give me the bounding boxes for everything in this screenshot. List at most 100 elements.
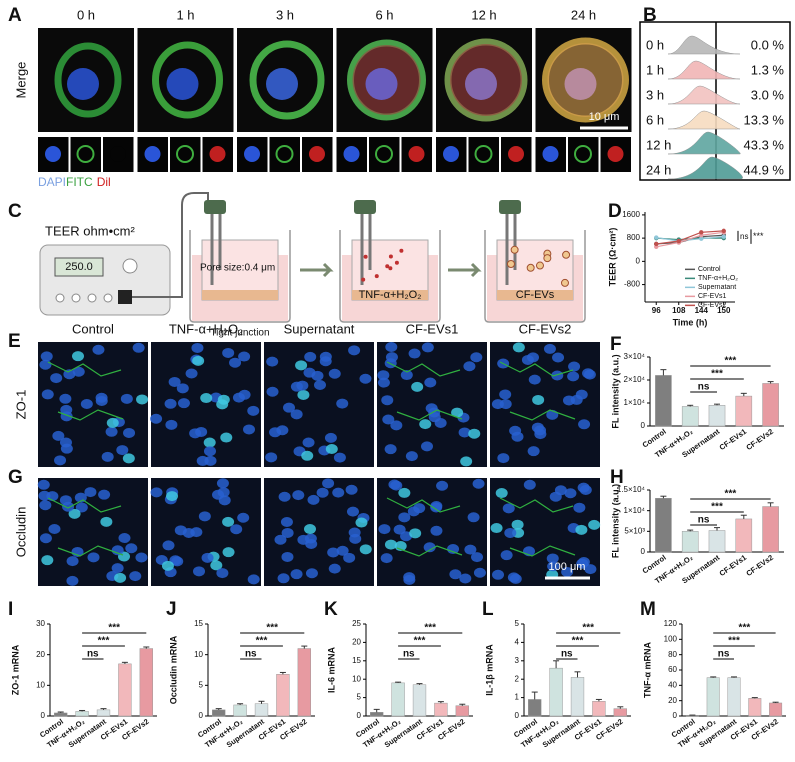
- nucleus: [421, 342, 434, 353]
- cell-layer: [352, 290, 428, 300]
- nucleus: [191, 342, 204, 353]
- nucleus: [512, 342, 525, 353]
- cable: [132, 192, 209, 298]
- nucleus: [193, 566, 206, 577]
- nucleus: [52, 430, 65, 441]
- annotation: ***: [711, 369, 723, 380]
- junction-stain: [47, 497, 124, 557]
- thumb-cell: [110, 146, 126, 162]
- nucleus: [424, 377, 437, 388]
- nucleus: [500, 550, 513, 561]
- junction-stain: [386, 361, 463, 421]
- group-label: Supernatant: [284, 321, 355, 336]
- nucleus: [75, 502, 88, 513]
- nucleus: [189, 428, 202, 439]
- nucleus: [232, 392, 245, 403]
- y-tick-label: 5: [515, 619, 520, 628]
- x-tick-label: 108: [672, 306, 686, 315]
- particle: [374, 274, 379, 279]
- y-tick-label: 0: [357, 711, 362, 720]
- nucleus: [464, 544, 477, 555]
- nucleus: [551, 370, 564, 381]
- junction-stain: [499, 361, 576, 421]
- nucleus: [132, 342, 145, 353]
- panel-letter: B: [643, 5, 657, 26]
- y-tick-label: 1600: [622, 210, 640, 219]
- nucleus: [120, 393, 133, 404]
- nucleus: [59, 393, 72, 404]
- annotation: ns: [561, 649, 573, 660]
- nucleus: [420, 441, 433, 452]
- nucleus: [381, 395, 394, 406]
- nucleus: [41, 555, 54, 566]
- line: [656, 230, 724, 245]
- nucleus: [283, 402, 296, 413]
- arrow: [300, 262, 334, 278]
- nucleus: [343, 552, 356, 563]
- bar: [727, 677, 741, 717]
- nucleus: [336, 545, 349, 556]
- arrow: [448, 262, 482, 278]
- bar: [528, 699, 542, 717]
- annotation: ***: [98, 636, 110, 647]
- nucleus: [84, 487, 97, 498]
- cell-membrane: [542, 37, 629, 123]
- nucleus: [564, 68, 597, 100]
- nucleus: [390, 420, 403, 431]
- group-label: TNF-α+H₂O₂: [169, 321, 243, 336]
- nucleus: [316, 487, 329, 498]
- bar: [54, 712, 68, 717]
- nucleus: [114, 572, 127, 583]
- y-tick-label: 15: [352, 656, 361, 665]
- nucleus: [162, 540, 175, 551]
- cell-membrane: [152, 41, 223, 119]
- junction-stain: [499, 497, 576, 557]
- nucleus: [125, 543, 138, 554]
- line: [656, 231, 724, 248]
- nucleus: [491, 399, 504, 410]
- nucleus: [471, 552, 484, 563]
- annotation: ***: [108, 623, 120, 634]
- y-tick-label: 20: [36, 650, 45, 659]
- nucleus: [198, 511, 211, 522]
- marker: [676, 238, 681, 244]
- time-label: 1 h: [176, 7, 194, 22]
- annotation: ***: [753, 231, 764, 241]
- nucleus: [313, 380, 326, 391]
- nucleus: [116, 445, 129, 456]
- row-label: Occludin: [13, 507, 28, 558]
- electrode-cap: [204, 200, 226, 214]
- y-tick-label: 3×10⁴: [624, 352, 646, 361]
- port: [118, 290, 132, 304]
- y-tick-label: 1×10⁴: [624, 506, 646, 515]
- nucleus: [385, 352, 398, 363]
- nucleus: [305, 538, 318, 549]
- nucleus: [274, 534, 287, 545]
- y-tick-label: 100: [664, 634, 678, 643]
- nucleus: [405, 451, 418, 462]
- button: [71, 293, 81, 303]
- nucleus: [577, 482, 590, 493]
- panel-letter: L: [482, 599, 494, 620]
- y-tick-label: 40: [668, 680, 677, 689]
- percent-row: 44.9 %: [744, 162, 785, 177]
- annotation: ***: [725, 489, 737, 500]
- panel-b-frame: [639, 21, 791, 181]
- nucleus: [423, 542, 436, 553]
- y-tick-label: 3: [515, 656, 520, 665]
- bar: [297, 648, 311, 717]
- micrograph: [38, 342, 148, 467]
- electrode-cap: [354, 200, 376, 214]
- y-tick-label: 30: [36, 619, 45, 628]
- y-tick-label: 5×10³: [624, 526, 645, 535]
- nucleus: [384, 444, 397, 455]
- nucleus: [292, 490, 305, 501]
- thumbnail: [468, 137, 499, 172]
- nucleus: [87, 552, 100, 563]
- particle: [506, 259, 515, 268]
- nucleus: [470, 352, 483, 363]
- bar: [570, 677, 585, 717]
- thumb-cell: [176, 145, 194, 163]
- nucleus: [59, 437, 72, 448]
- annotation: ***: [728, 636, 740, 647]
